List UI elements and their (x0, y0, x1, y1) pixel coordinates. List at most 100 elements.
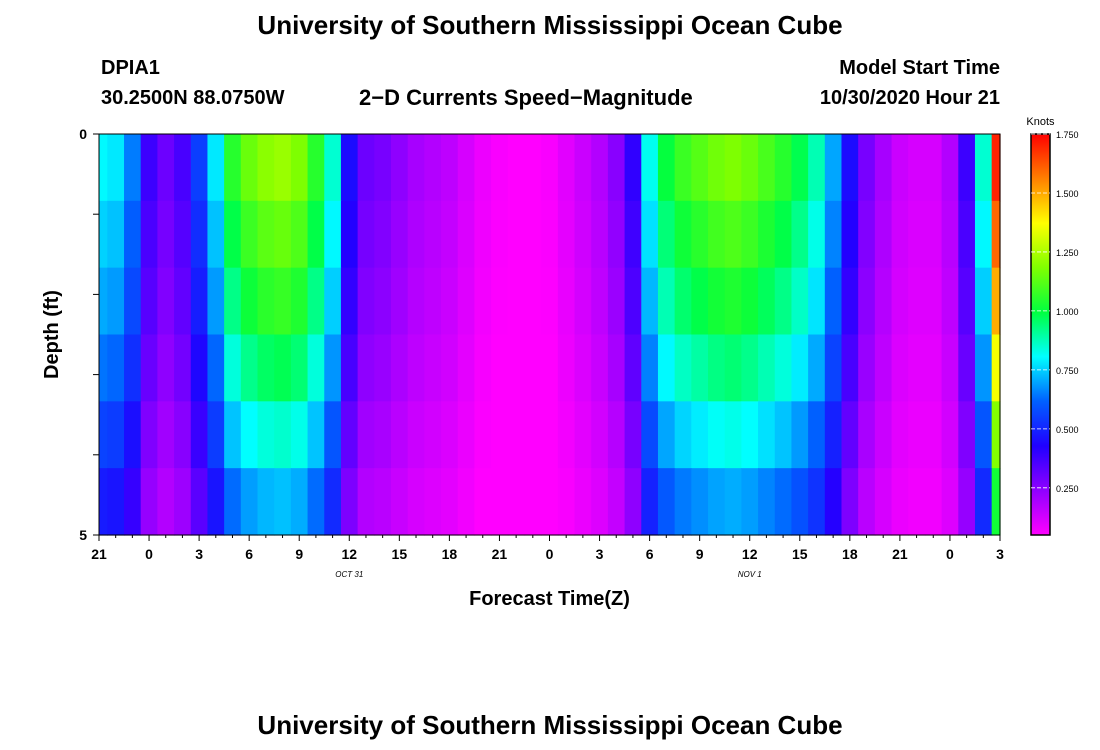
heatmap-cell (891, 267, 909, 336)
heatmap-cell (824, 468, 843, 536)
page-footer-title: University of Southern Mississippi Ocean… (257, 710, 843, 740)
heatmap-cell (741, 334, 759, 402)
colorbar-tick-label: 1.250 (1056, 248, 1079, 258)
heatmap-cell (557, 401, 576, 469)
heatmap-cell (924, 401, 943, 469)
heatmap-cell (657, 468, 676, 536)
heatmap-cell (507, 200, 526, 269)
heatmap-cell (99, 200, 108, 269)
heatmap-cell (758, 468, 776, 536)
heatmap-cell (374, 134, 392, 202)
heatmap-cell (374, 267, 392, 336)
heatmap-cell (474, 267, 492, 336)
heatmap-cell (641, 401, 659, 469)
heatmap-cell (607, 401, 626, 469)
heatmap-cell (441, 401, 459, 469)
heatmap-cell (657, 334, 676, 402)
heatmap-cell (774, 267, 793, 336)
heatmap-cell (257, 134, 275, 202)
heatmap-cell (140, 134, 158, 202)
heatmap-cell (641, 468, 659, 536)
heatmap-cell (240, 267, 259, 336)
heatmap-cell (240, 134, 259, 202)
heatmap-cell (708, 401, 726, 469)
heatmap-cell (607, 134, 626, 202)
heatmap-cell (991, 134, 1001, 202)
heatmap-cell (958, 134, 976, 202)
heatmap-cell (524, 401, 542, 469)
heatmap-cell (841, 468, 859, 536)
heatmap-cell (541, 334, 559, 402)
model-start-value: 10/30/2020 Hour 21 (819, 87, 1000, 109)
heatmap-cell (808, 200, 826, 269)
heatmap-cell (708, 468, 726, 536)
heatmap-cell (691, 267, 709, 336)
heatmap-cell (257, 267, 275, 336)
x-tick-label: 0 (546, 546, 554, 562)
station-coordinates: 30.2500N 88.0750W (101, 87, 285, 109)
heatmap-cell (924, 468, 943, 536)
heatmap-cell (574, 334, 592, 402)
heatmap-cell (174, 401, 192, 469)
heatmap-cell (257, 334, 275, 402)
heatmap-cell (99, 267, 108, 336)
heatmap-cell (374, 334, 392, 402)
heatmap-cell (774, 401, 793, 469)
heatmap-cell (541, 200, 559, 269)
heatmap-cell (507, 134, 526, 202)
heatmap-cell (491, 334, 509, 402)
heatmap-cell (824, 334, 843, 402)
x-tick-label: 15 (792, 546, 808, 562)
heatmap-cell (758, 334, 776, 402)
heatmap-cell (808, 334, 826, 402)
heatmap-cell (674, 200, 692, 269)
heatmap-cell (674, 334, 692, 402)
heatmap-cell (824, 267, 843, 336)
heatmap-cell (691, 134, 709, 202)
heatmap-cell (591, 200, 609, 269)
colorbar-tick-label: 0.500 (1056, 425, 1079, 435)
heatmap-cell (407, 468, 425, 536)
heatmap-cell (841, 267, 859, 336)
date-label: OCT 31 (335, 570, 363, 579)
heatmap-cell (274, 468, 292, 536)
heatmap-cell (574, 401, 592, 469)
heatmap-cell (340, 134, 359, 202)
heatmap-cell (240, 401, 259, 469)
heatmap-cell (274, 334, 292, 402)
heatmap-cell (708, 200, 726, 269)
x-tick-label: 0 (946, 546, 954, 562)
heatmap-cell (758, 401, 776, 469)
heatmap-cell (240, 200, 259, 269)
heatmap-cell (324, 468, 342, 536)
heatmap-cell (724, 134, 742, 202)
heatmap-cell (574, 134, 592, 202)
heatmap-cell (808, 134, 826, 202)
heatmap-cell (724, 200, 742, 269)
heatmap-cell (157, 468, 175, 536)
heatmap-cell (541, 267, 559, 336)
heatmap-cell (374, 401, 392, 469)
heatmap-cell (908, 267, 926, 336)
heatmap-cell (257, 468, 275, 536)
heatmap-cell (124, 468, 142, 536)
heatmap-cell (174, 334, 192, 402)
heatmap-cell (207, 401, 225, 469)
heatmap-cell (774, 468, 793, 536)
heatmap-cell (390, 134, 409, 202)
heatmap-cell (290, 334, 309, 402)
heatmap-cell (290, 468, 309, 536)
heatmap-cell (791, 468, 809, 536)
heatmap-cell (841, 334, 859, 402)
heatmap-cell (107, 468, 125, 536)
heatmap-cell (124, 134, 142, 202)
heatmap-cell (991, 334, 1001, 402)
heatmap-cell (124, 401, 142, 469)
heatmap-cell (741, 200, 759, 269)
heatmap-cell (507, 468, 526, 536)
heatmap-cell (524, 134, 542, 202)
heatmap-cell (941, 200, 959, 269)
heatmap-cell (457, 134, 476, 202)
heatmap-cell (457, 200, 476, 269)
heatmap-cell (741, 134, 759, 202)
